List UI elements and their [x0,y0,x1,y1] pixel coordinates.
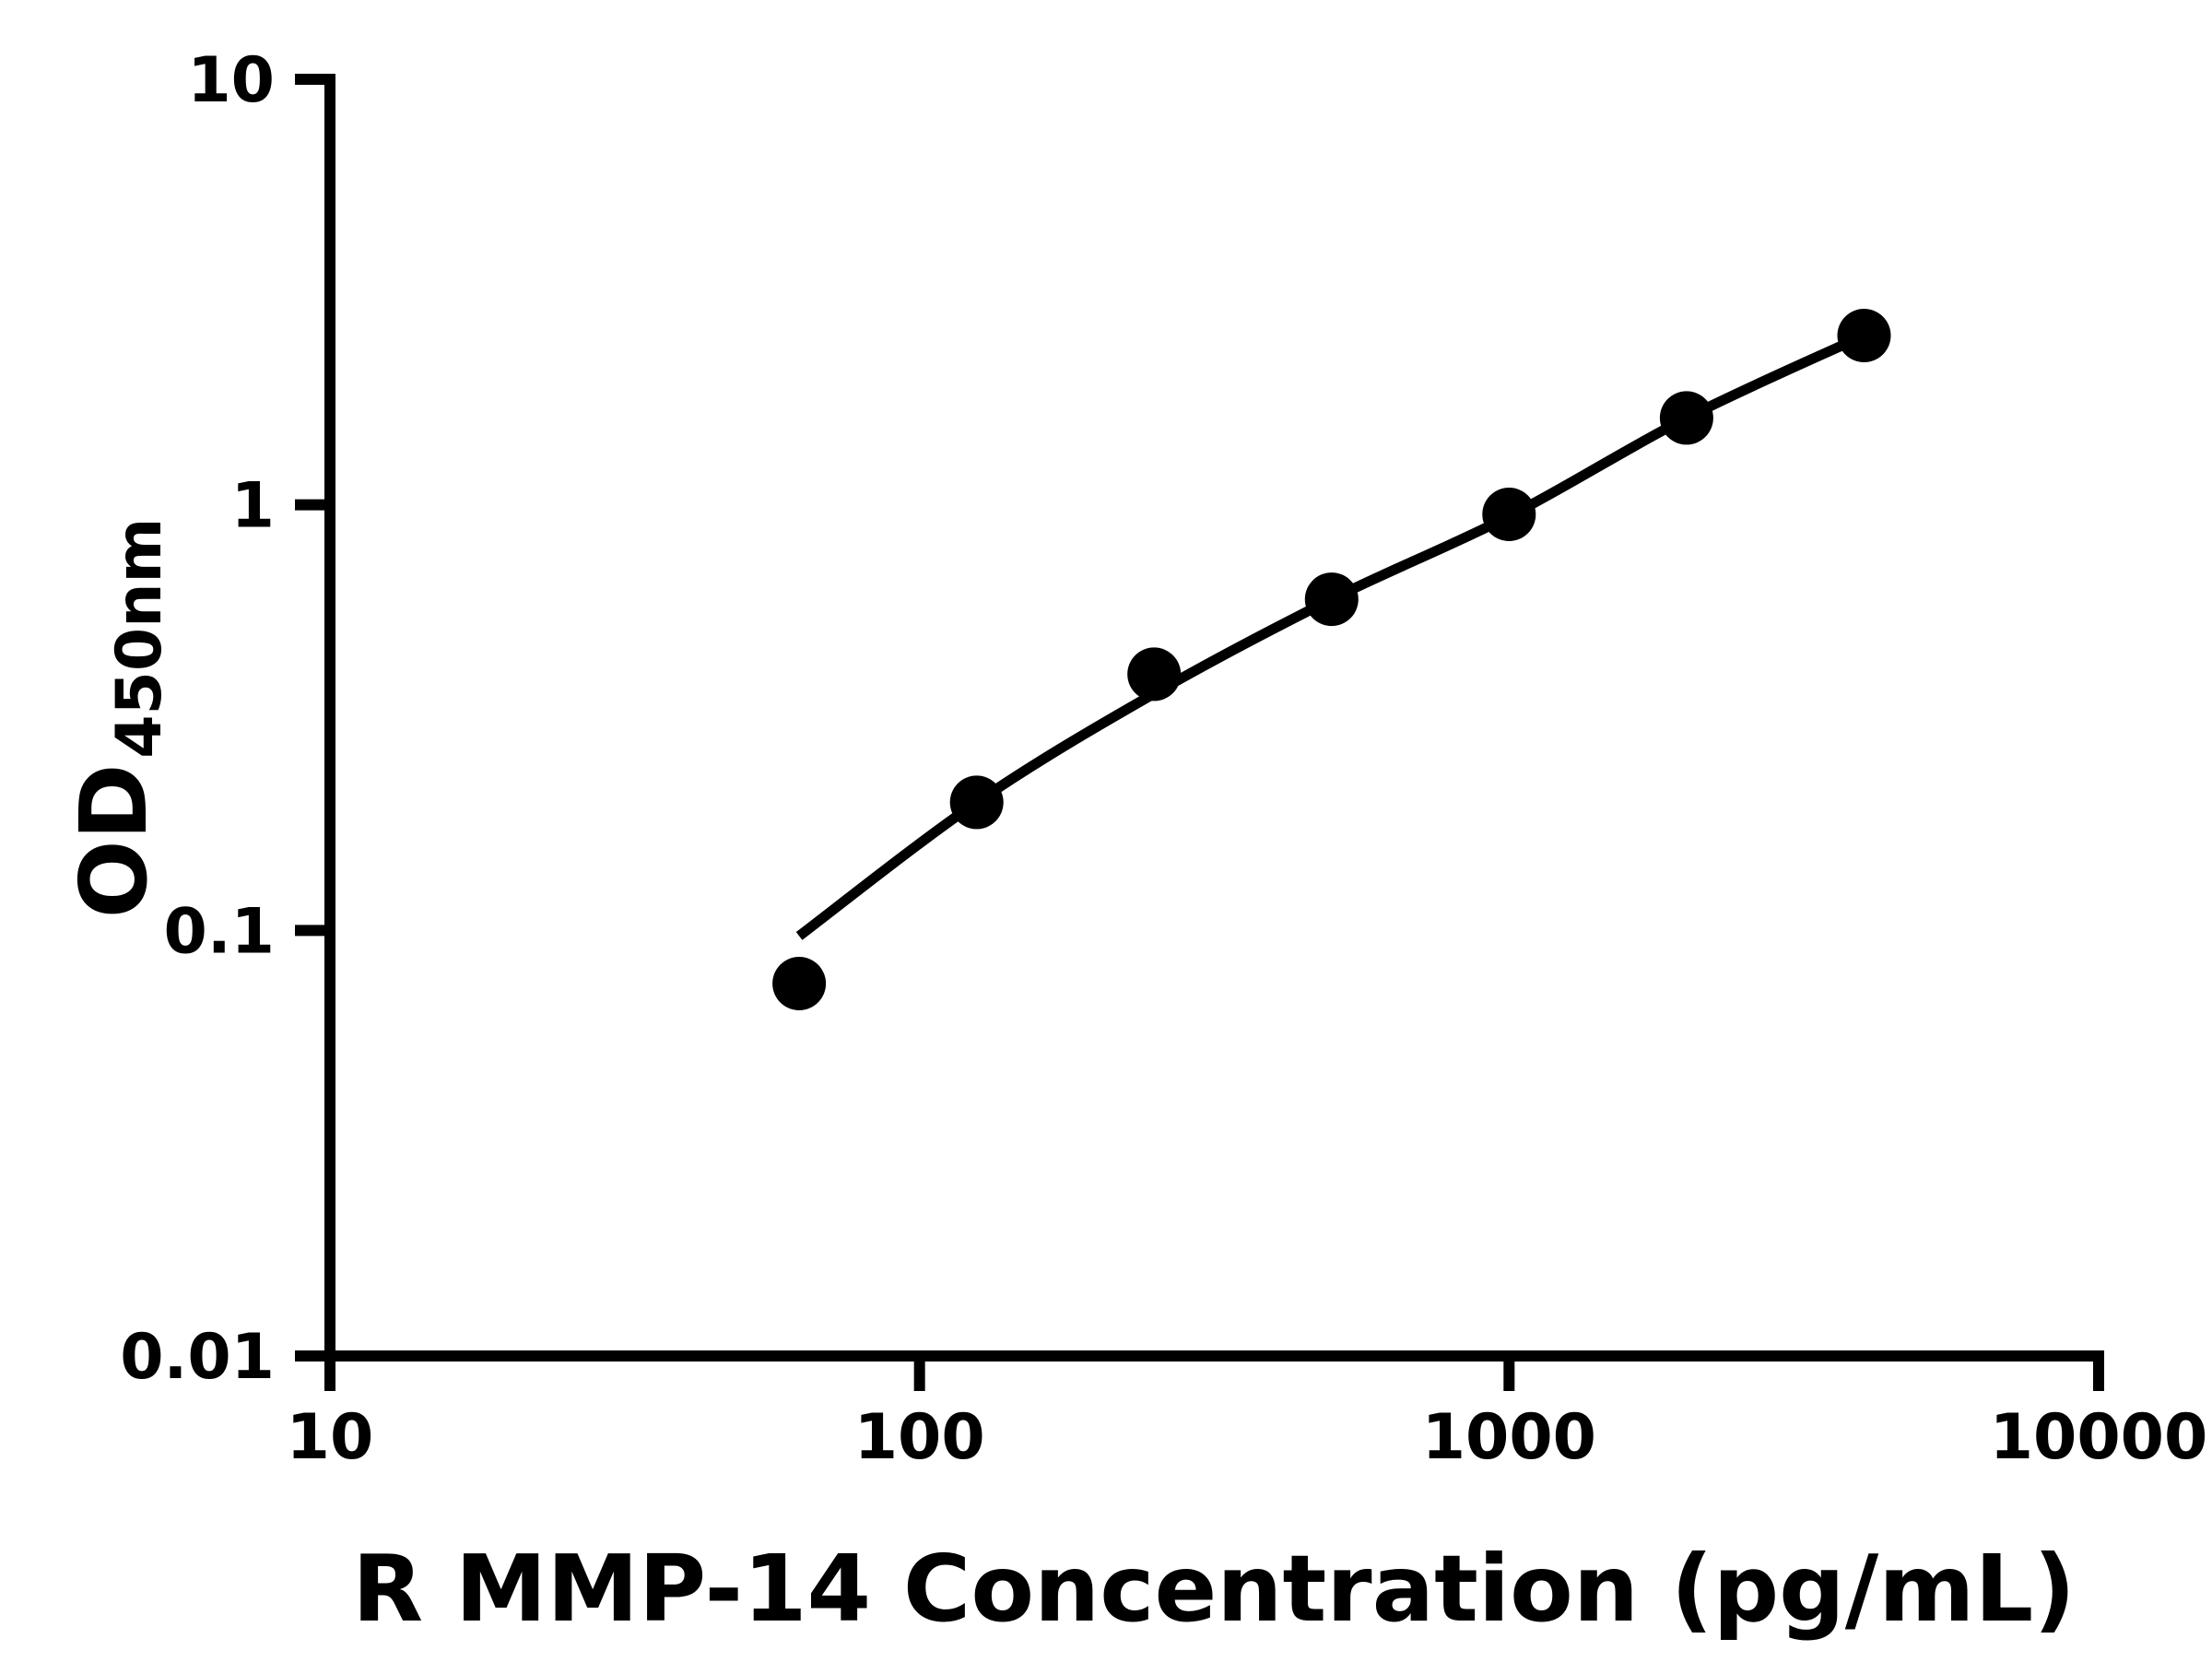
standard-curve-chart: 10 1 0.1 0.01 10 100 1000 10000 R MMP-14 Concen… [37,15,2212,1674]
data-point [1659,391,1713,445]
y-axis-title: OD 450nm [60,518,176,919]
x-tick-label: 10 [287,1401,374,1474]
data-point [772,957,827,1010]
data-point [1482,488,1536,541]
axes [295,74,2104,1391]
y-tick-label: 0.1 [164,895,275,968]
x-tick-label: 100 [854,1401,985,1474]
x-tick-label: 10000 [1990,1401,2208,1474]
y-tick-label: 10 [187,44,275,117]
x-tick-label: 1000 [1422,1401,1596,1474]
axis-spines [295,74,2104,1391]
y-tick-label: 0.01 [120,1321,275,1394]
data-point [949,775,1004,830]
y-axis-title-subscript: 450nm [103,518,176,759]
y-tick-label: 1 [231,470,275,543]
x-axis-title: R MMP-14 Concentration (pg/mL) [352,1535,2076,1643]
data-point [1837,309,1891,362]
y-axis-title-main: OD [60,763,168,918]
data-points [772,309,1891,1010]
data-point [1127,647,1182,701]
data-point [1304,572,1359,627]
